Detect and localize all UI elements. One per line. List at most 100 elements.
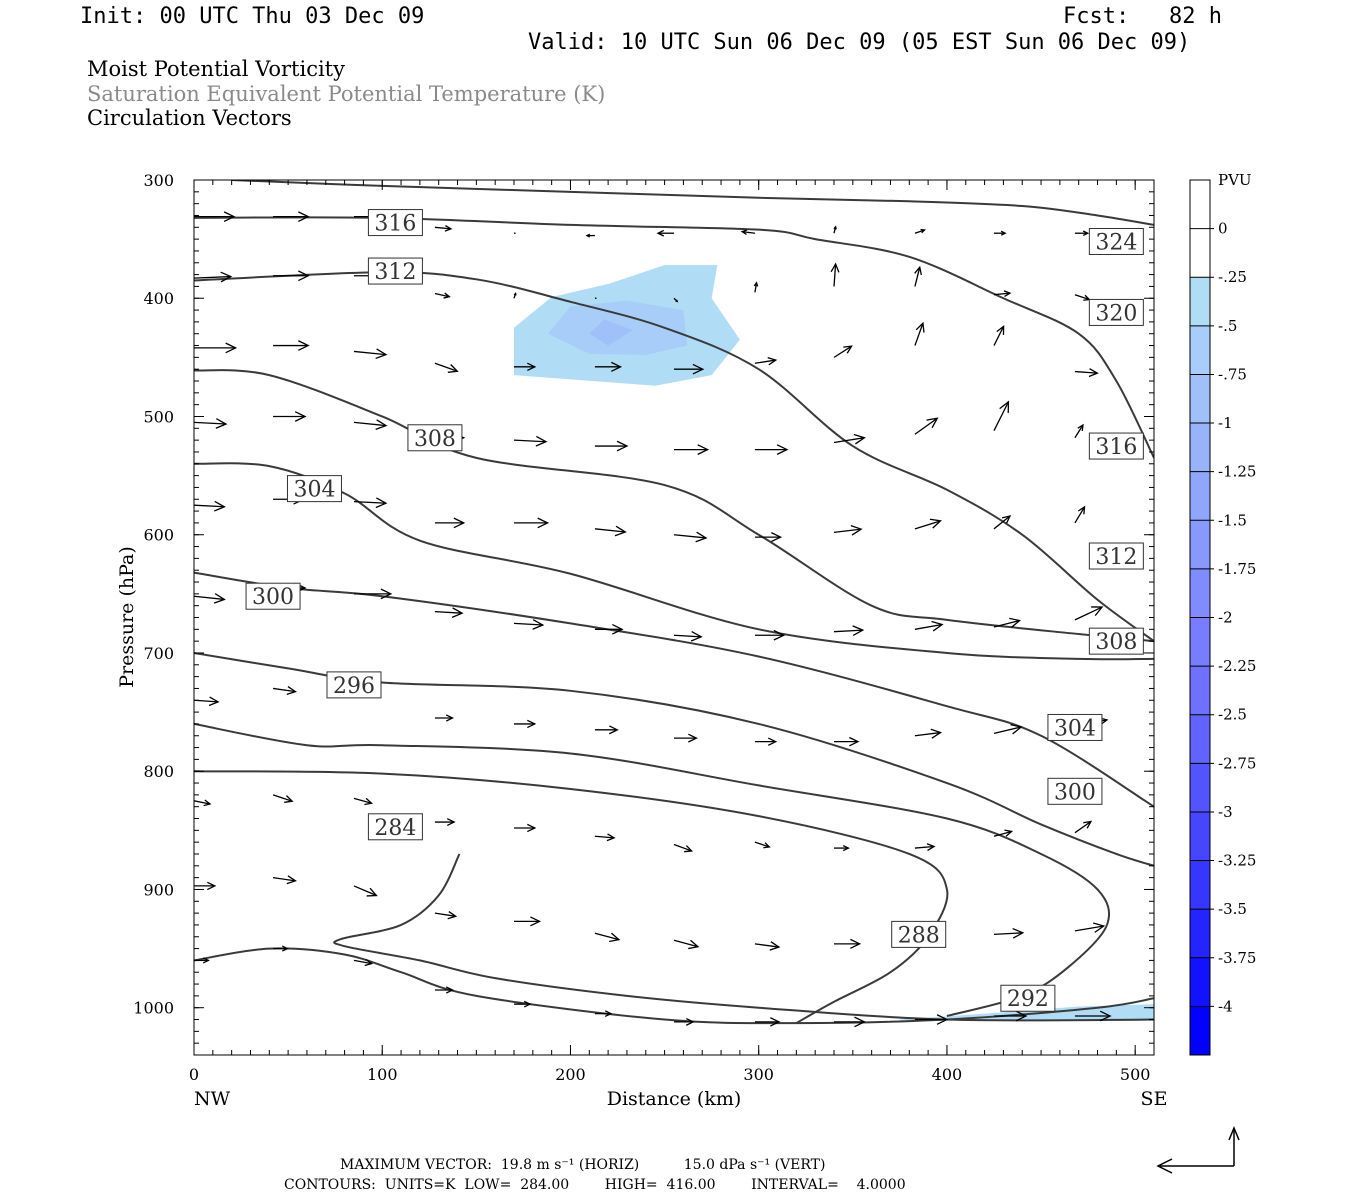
x-tick-label-0: 0 (189, 1065, 199, 1084)
vector-arrow-65 (594, 624, 624, 635)
vector-arrow-111 (434, 986, 455, 994)
colorbar-swatch-6 (1190, 471, 1210, 521)
x-tick-label-300: 300 (743, 1065, 774, 1084)
vector-arrow-107 (1074, 922, 1106, 933)
theta-es-contour-284 (333, 853, 1154, 1022)
valid-time-label: Valid: 10 UTC Sun 06 Dec 09 (05 EST Sun … (528, 30, 1191, 55)
vector-arrow-89 (594, 833, 616, 842)
contour-label-292-8: 292 (1000, 984, 1056, 1012)
svg-text:324: 324 (1095, 230, 1137, 255)
x-tick-label-100: 100 (367, 1065, 398, 1084)
vector-arrow-0 (194, 211, 236, 223)
contour-label-316-11: 316 (1088, 432, 1144, 460)
vector-arrow-28 (514, 362, 537, 372)
vector-arrow-3 (434, 224, 453, 232)
vector-arrow-106 (993, 927, 1025, 939)
vector-arrow-88 (514, 823, 537, 833)
vector-arrow-115 (754, 1017, 781, 1027)
vector-arrow-101 (594, 932, 621, 943)
theta-es-contour-292 (194, 947, 1154, 1025)
contour-label-304-14: 304 (1047, 713, 1103, 741)
vector-arrow-40 (513, 435, 548, 447)
vector-arrow-25 (273, 340, 310, 351)
vector-arrow-68 (833, 625, 865, 636)
vector-arrow-45 (914, 417, 939, 435)
vector-arrow-116 (834, 1016, 866, 1028)
colorbar-swatch-4 (1190, 374, 1210, 424)
y-tick-label-1000: 1000 (133, 999, 174, 1018)
vector-arrow-48 (194, 500, 226, 512)
svg-text:308: 308 (414, 427, 456, 452)
colorbar-swatch-14 (1190, 860, 1210, 910)
theta-es-contour-304 (194, 571, 1154, 808)
vector-arrow-112 (514, 1000, 532, 1008)
vector-arrow-79 (754, 737, 778, 746)
contour-label-308-13: 308 (1088, 627, 1144, 655)
reference-vector-icon (1156, 1126, 1240, 1174)
vector-arrow-50 (353, 497, 388, 509)
colorbar-level-label-4: -1 (1218, 414, 1233, 432)
vector-arrow-56 (833, 524, 863, 536)
vector-arrow-30 (674, 363, 705, 375)
pv-shade-region-2 (589, 319, 633, 346)
x-right-endpoint-label: SE (1141, 1088, 1168, 1110)
vector-arrow-11 (1074, 230, 1090, 237)
vector-arrow-98 (353, 885, 378, 897)
y-tick-label-600: 600 (143, 526, 174, 545)
vector-arrow-91 (754, 841, 771, 849)
vector-arrow-6 (656, 229, 674, 237)
x-tick-label-500: 500 (1120, 1065, 1151, 1084)
vector-arrow-113 (594, 1010, 613, 1017)
field-title-theta-es: Saturation Equivalent Potential Temperat… (87, 82, 606, 106)
contour-label-312-1: 312 (367, 257, 423, 285)
vector-arrow-18 (673, 297, 679, 303)
contour-label-324-9: 324 (1088, 227, 1144, 255)
vector-arrow-53 (594, 525, 627, 537)
vector-arrow-16 (513, 292, 517, 299)
x-axis-label: Distance (km) (607, 1088, 742, 1110)
theta-es-contour-288 (194, 770, 949, 1024)
vector-arrow-23 (1074, 294, 1091, 301)
init-time-label: Init: 00 UTC Thu 03 Dec 09 (80, 4, 425, 29)
vector-arrow-67 (754, 629, 786, 641)
svg-text:288: 288 (898, 923, 940, 948)
vector-arrow-26 (353, 348, 388, 360)
x-tick-label-200: 200 (555, 1065, 586, 1084)
vector-arrow-9 (914, 228, 926, 234)
colorbar-swatch-12 (1190, 763, 1210, 812)
colorbar-swatch-7 (1190, 520, 1210, 569)
colorbar-swatch-5 (1190, 423, 1210, 472)
forecast-hour-label: Fcst: 82 h (1063, 4, 1222, 29)
colorbar-level-label-3: -.75 (1218, 365, 1247, 383)
vector-arrow-31 (754, 356, 778, 366)
colorbar-level-label-2: -.5 (1218, 317, 1237, 335)
max-vector-label: MAXIMUM VECTOR: 19.8 m s⁻¹ (HORIZ) 15.0 … (340, 1157, 826, 1173)
vector-arrow-38 (353, 419, 388, 430)
svg-text:312: 312 (374, 260, 416, 285)
colorbar-swatch-3 (1190, 325, 1210, 375)
colorbar-swatch-2 (1190, 277, 1210, 326)
vector-arrow-81 (914, 728, 943, 739)
theta-es-contour-312 (194, 369, 1154, 643)
svg-text:316: 316 (374, 212, 416, 237)
contour-label-300-15: 300 (1047, 777, 1103, 805)
colorbar-level-label-0: 0 (1218, 220, 1228, 238)
colorbar-level-label-11: -2.75 (1218, 754, 1256, 772)
vector-arrow-96 (194, 881, 217, 891)
vector-arrow-1 (273, 211, 310, 223)
x-tick-label-400: 400 (932, 1065, 963, 1084)
contour-label-312-12: 312 (1088, 542, 1144, 570)
colorbar-swatch-11 (1190, 714, 1210, 764)
colorbar-level-label-7: -1.75 (1218, 560, 1256, 578)
colorbar-level-label-16: -4 (1218, 997, 1233, 1015)
vector-arrow-69 (914, 620, 944, 632)
vector-arrow-63 (434, 607, 464, 618)
vector-arrow-90 (673, 843, 694, 853)
colorbar-swatch-8 (1190, 568, 1210, 618)
vector-arrow-94 (993, 829, 1014, 837)
vector-arrow-78 (674, 733, 698, 743)
vector-arrow-47 (1074, 423, 1084, 439)
colorbar-swatch-9 (1190, 617, 1210, 667)
svg-text:312: 312 (1095, 545, 1137, 570)
colorbar-level-label-15: -3.75 (1218, 949, 1256, 967)
